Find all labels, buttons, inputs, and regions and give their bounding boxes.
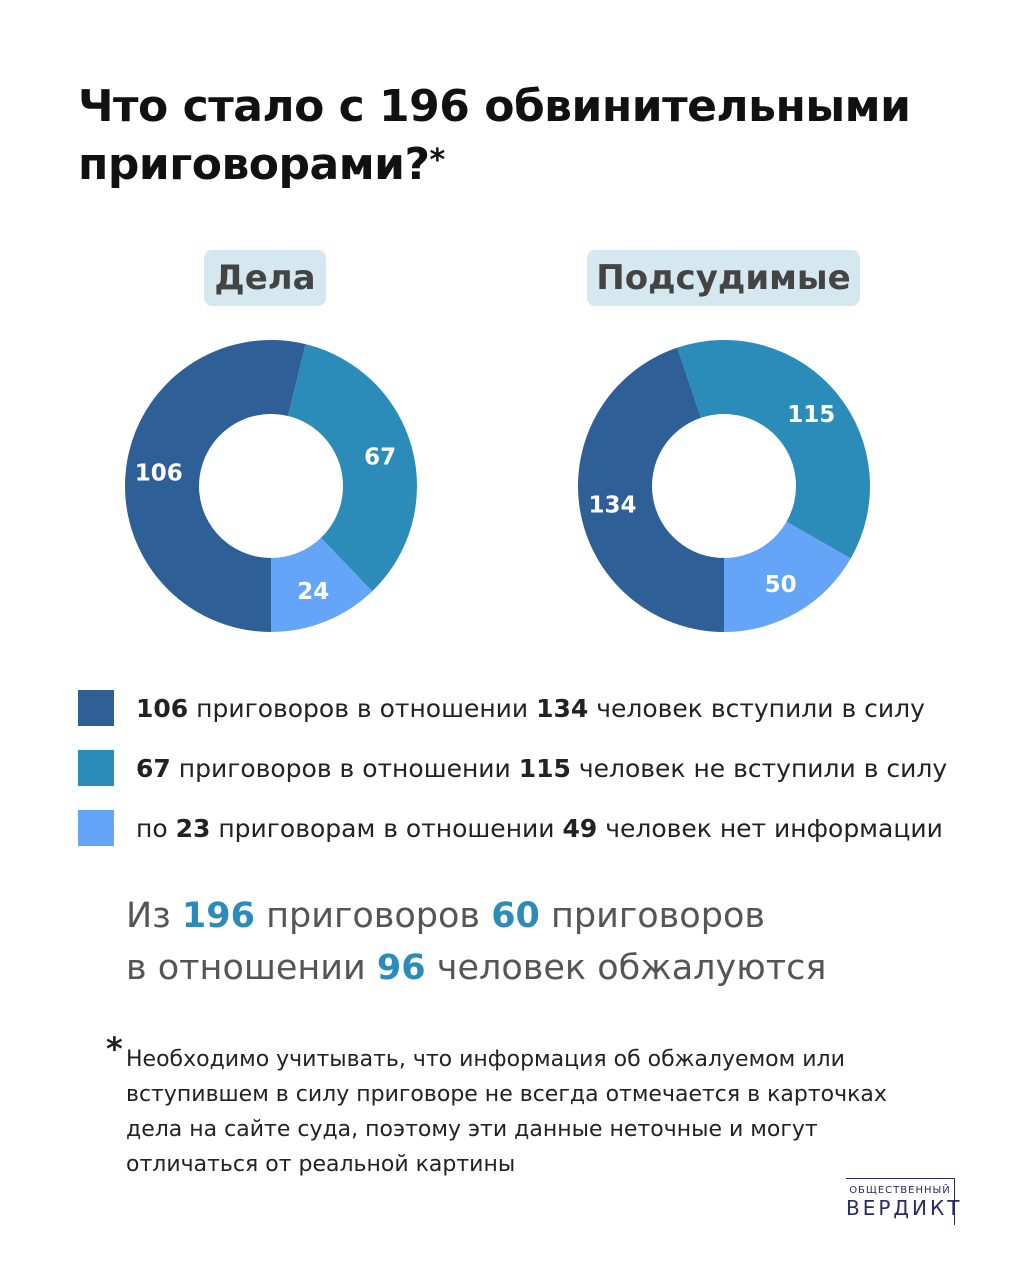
summary-number: 196 xyxy=(181,896,255,936)
legend-number: 106 xyxy=(136,693,189,723)
footnote-asterisk: * xyxy=(106,1030,123,1068)
data-label: 67 xyxy=(364,445,396,471)
data-label: 24 xyxy=(297,579,329,605)
legend-text: приговорам в отношении xyxy=(210,813,563,843)
donut-slice xyxy=(677,340,870,559)
legend-text: человек нет информации xyxy=(597,813,943,843)
summary-text: Из 196 приговоров 60 приговоров в отноше… xyxy=(126,890,826,994)
legend-swatch xyxy=(78,690,114,726)
logo-line2: ВЕРДИКТ xyxy=(846,1196,963,1220)
legend-text: по xyxy=(136,813,176,843)
legend-number: 115 xyxy=(518,753,571,783)
legend-number: 49 xyxy=(562,813,598,843)
chart-title-cases: Дела xyxy=(204,250,326,306)
legend-text: приговоров в отношении xyxy=(188,693,537,723)
legend-text: человек вступили в силу xyxy=(588,693,925,723)
legend-text: приговоров в отношении xyxy=(170,753,519,783)
legend-text: человек не вступили в силу xyxy=(570,753,948,783)
legend-item-not-entered: 67 приговоров в отношении 115 человек не… xyxy=(78,750,947,786)
legend-number: 67 xyxy=(136,753,171,783)
donut-slice xyxy=(578,347,724,632)
data-label: 50 xyxy=(765,572,797,598)
summary-part: приговоров xyxy=(539,896,765,936)
legend-item-no-info: по 23 приговорам в отношении 49 человек … xyxy=(78,810,943,846)
data-label: 134 xyxy=(588,492,636,518)
summary-number: 96 xyxy=(376,948,426,988)
legend-number: 134 xyxy=(536,693,589,723)
data-label: 115 xyxy=(787,402,835,428)
donut-slice xyxy=(125,340,306,632)
legend-number: 23 xyxy=(175,813,211,843)
data-label: 106 xyxy=(135,461,183,487)
legend-swatch xyxy=(78,810,114,846)
title-asterisk: * xyxy=(429,143,446,178)
title-text: Что стало с 196 обвинительными приговора… xyxy=(78,81,911,190)
summary-part: человек обжалуются xyxy=(425,948,827,988)
summary-part: в отношении xyxy=(126,948,377,988)
summary-number: 60 xyxy=(491,896,540,936)
donut-slice xyxy=(288,344,417,592)
logo-line1: ОБЩЕСТВЕННЫЙ xyxy=(849,1185,951,1196)
page-title: Что стало с 196 обвинительными приговора… xyxy=(78,78,978,194)
footnote-text: Необходимо учитывать, что информация об … xyxy=(126,1047,887,1177)
brand-logo: ОБЩЕСТВЕННЫЙ ВЕРДИКТ xyxy=(846,1178,963,1225)
summary-part: приговоров xyxy=(254,896,492,936)
chart-title-defendants: Подсудимые xyxy=(587,250,860,306)
donut-charts: 106 67 24 134 115 50 xyxy=(125,340,870,632)
legend-item-entered: 106 приговоров в отношении 134 человек в… xyxy=(78,690,925,726)
summary-part: Из xyxy=(126,896,182,936)
donut-slice xyxy=(271,537,373,632)
donut-slice xyxy=(724,521,851,632)
legend-swatch xyxy=(78,750,114,786)
